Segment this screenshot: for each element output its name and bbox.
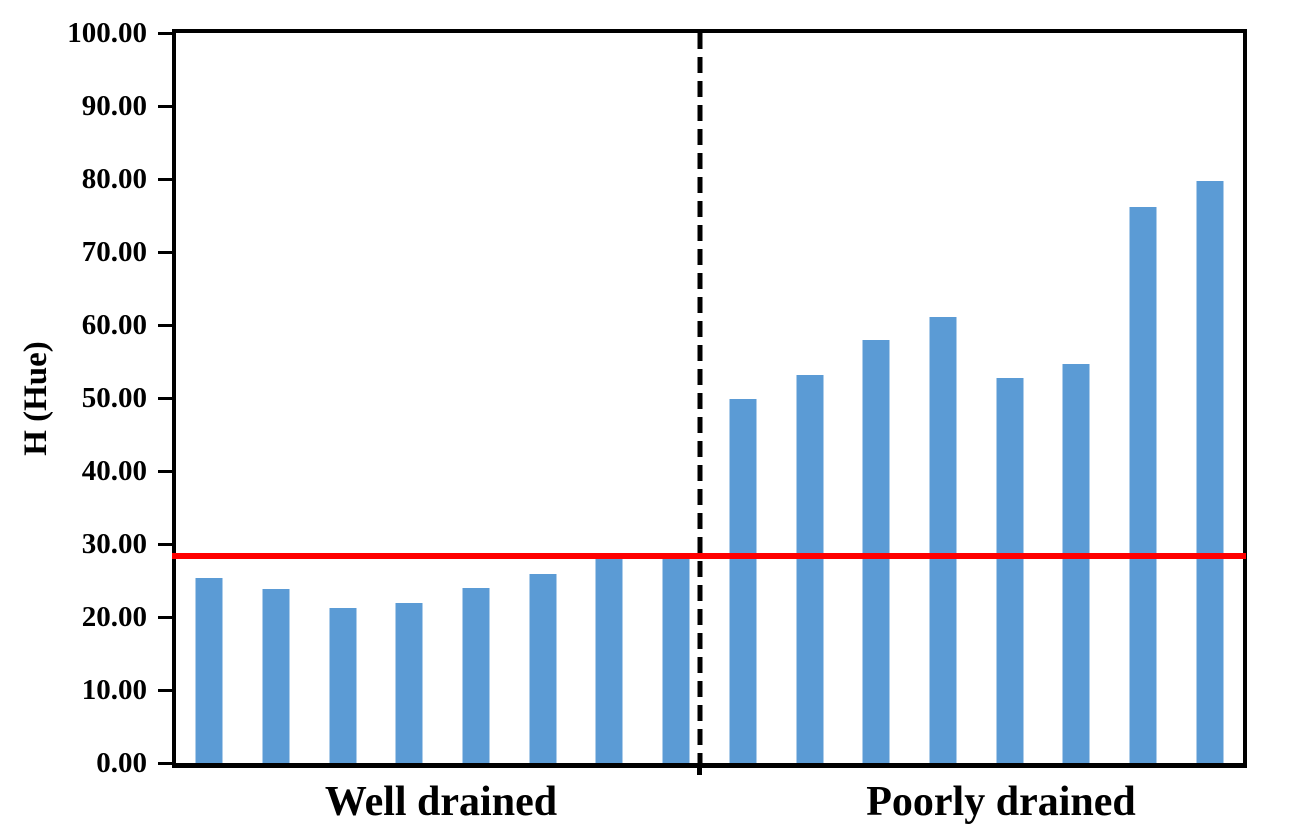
- bar: [395, 603, 423, 763]
- reference-line: [172, 552, 1246, 559]
- y-axis-tick-label: 40.00: [81, 455, 147, 487]
- bar: [529, 573, 557, 763]
- y-axis-tick: [158, 250, 172, 254]
- y-axis-tick: [158, 542, 172, 546]
- y-axis-tick: [158, 31, 172, 35]
- bar: [662, 557, 690, 763]
- y-axis-tick-label: 10.00: [81, 674, 147, 706]
- y-axis-tick-label: 100.00: [67, 17, 147, 49]
- bar: [729, 399, 757, 763]
- y-axis-tick: [158, 761, 172, 765]
- plot-area: 100.00 90.00 80.00 70.00 60.00 50.00 40.00 30.0…: [67, 17, 1247, 779]
- y-axis-tick: [158, 177, 172, 181]
- y-axis-tick: [158, 323, 172, 327]
- bar: [1062, 364, 1090, 763]
- bar: [195, 578, 223, 763]
- plot-inner: 100.00 90.00 80.00 70.00 60.00 50.00 40.00 30.0…: [67, 17, 1246, 779]
- bar: [329, 607, 357, 763]
- group-divider-tick: [697, 766, 703, 775]
- y-axis-tick: [158, 688, 172, 692]
- bar: [595, 557, 623, 763]
- bar: [796, 374, 824, 763]
- y-axis-tick-label: 20.00: [81, 601, 147, 633]
- x-axis-group-label-well-drained: Well drained: [324, 779, 558, 825]
- y-axis-tick: [158, 104, 172, 108]
- bar: [862, 340, 890, 763]
- bar: [929, 316, 957, 763]
- y-axis-tick: [158, 615, 172, 619]
- bar: [262, 589, 290, 763]
- y-axis-tick-label: 0.00: [96, 747, 147, 779]
- x-axis-group-label-poorly-drained: Poorly drained: [866, 779, 1136, 825]
- y-axis-tick-label: 30.00: [81, 528, 147, 560]
- bar: [1196, 181, 1224, 763]
- y-axis-tick-label: 90.00: [81, 90, 147, 122]
- y-axis-title: H (Hue): [0, 29, 72, 768]
- y-axis-tick-label: 60.00: [81, 309, 147, 341]
- y-axis-tick-label: 70.00: [81, 236, 147, 268]
- y-axis-title-text: H (Hue): [17, 341, 54, 456]
- bar: [462, 587, 490, 763]
- y-axis-tick-label: 50.00: [81, 382, 147, 414]
- y-axis-tick: [158, 469, 172, 473]
- y-axis-tick-label: 80.00: [81, 163, 147, 195]
- bar: [1129, 206, 1157, 763]
- y-axis-tick: [158, 396, 172, 400]
- bar: [996, 378, 1024, 763]
- group-divider-line: [697, 33, 703, 763]
